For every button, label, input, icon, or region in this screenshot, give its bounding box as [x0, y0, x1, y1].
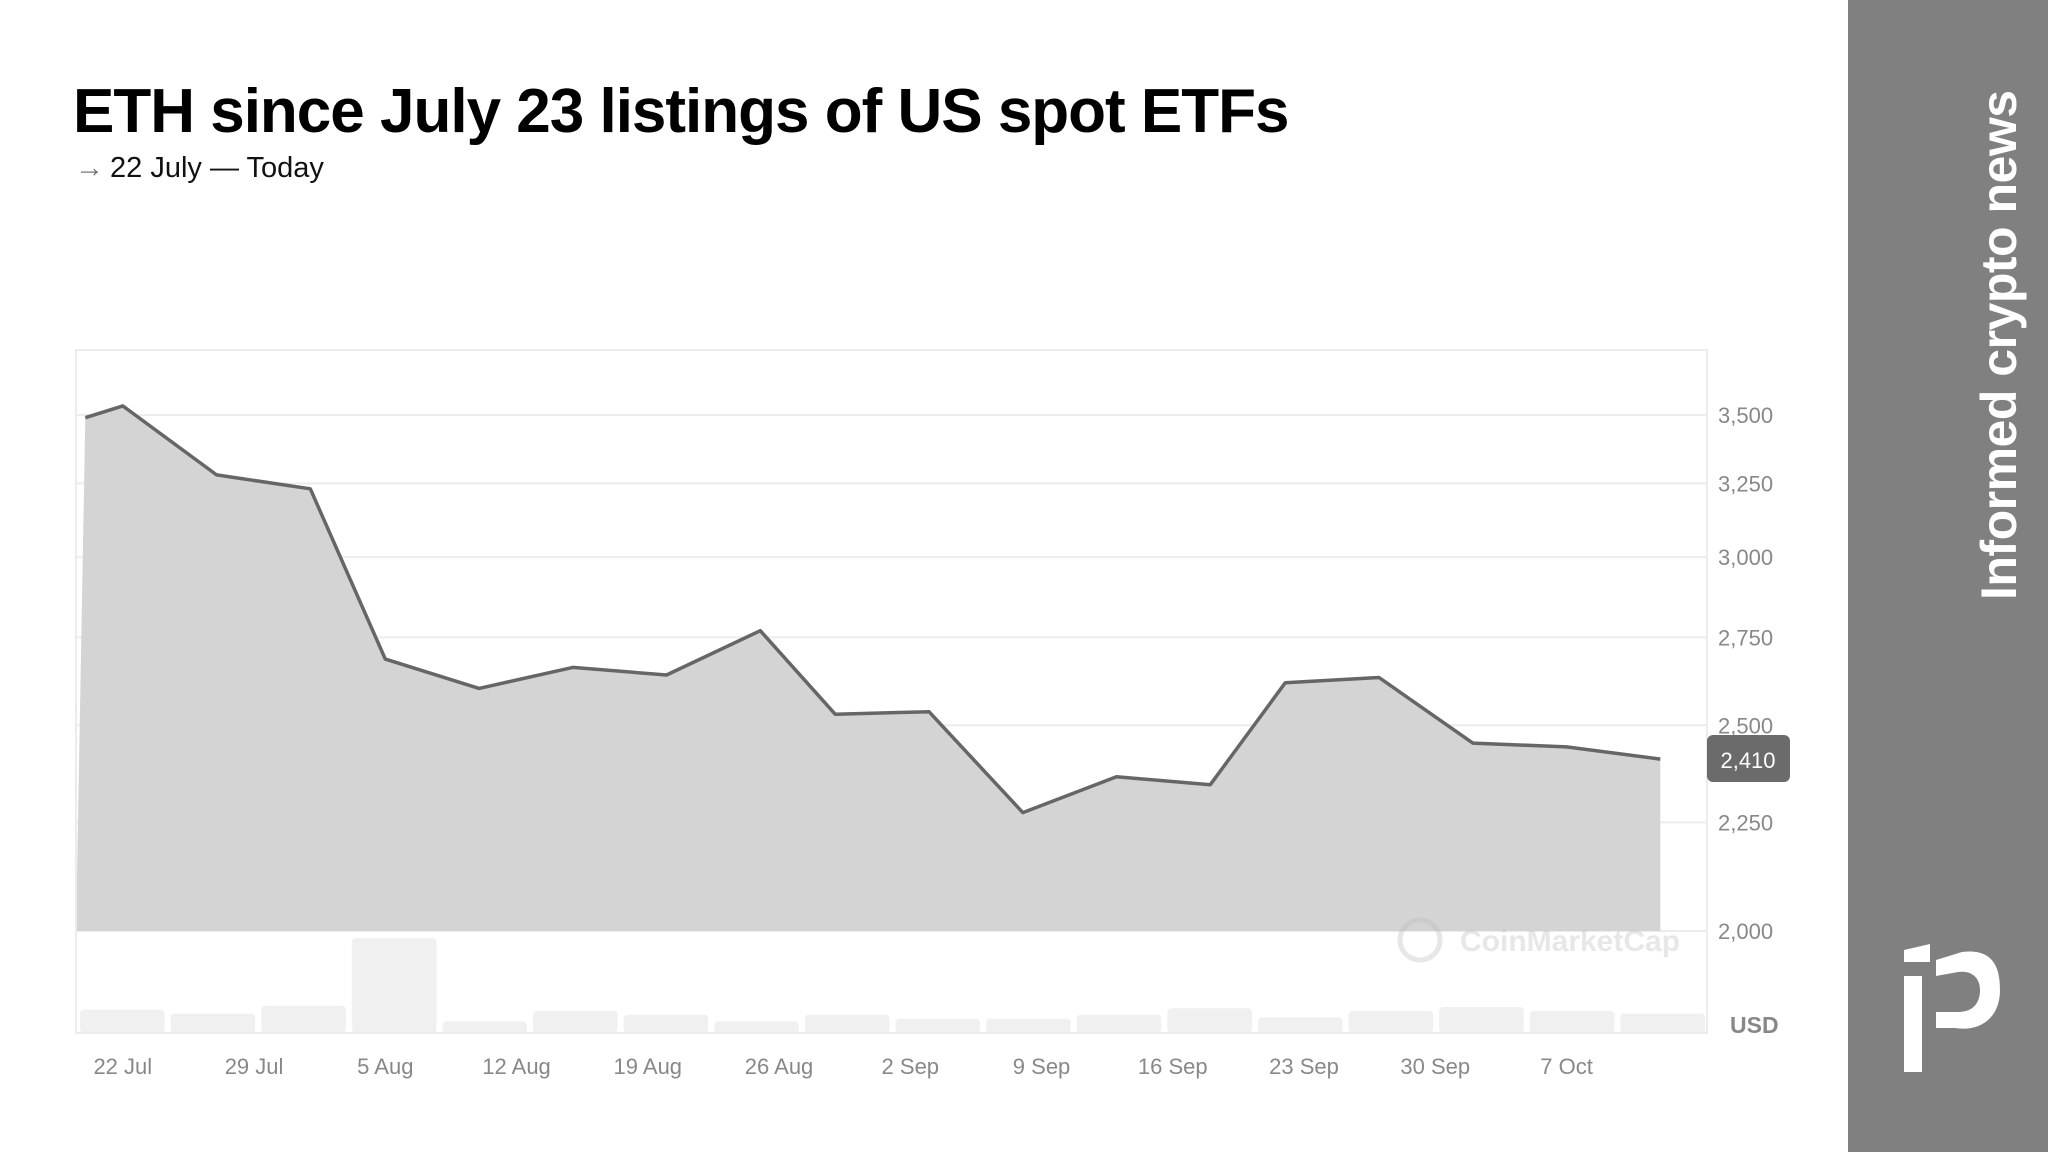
y-tick-label: 3,250 [1718, 471, 1773, 496]
y-tick-label: 2,750 [1718, 625, 1773, 650]
price-line [84, 404, 1661, 815]
y-tick-label: 2,500 [1718, 713, 1773, 738]
y-tick-label: 3,000 [1718, 545, 1773, 570]
x-tick-label: 19 Aug [614, 1054, 683, 1079]
volume-bar [442, 1021, 528, 1033]
current-price-badge: 2,410 [1707, 735, 1790, 782]
y-tick-label: 2,250 [1718, 810, 1773, 835]
x-tick-label: 7 Oct [1540, 1054, 1593, 1079]
right-arrow-icon: → [75, 152, 104, 184]
x-tick-label: 12 Aug [482, 1054, 551, 1079]
volume-bar [623, 1014, 709, 1033]
x-tick-label: 30 Sep [1400, 1054, 1470, 1079]
volume-bar [261, 1005, 346, 1033]
x-tick-label: 5 Aug [357, 1054, 413, 1079]
x-tick-label: 22 Jul [93, 1054, 152, 1079]
current-price-label: 2,410 [1720, 748, 1775, 773]
x-tick-label: 16 Sep [1138, 1054, 1208, 1079]
volume-bar [170, 1013, 256, 1033]
volume-bar [1348, 1010, 1434, 1033]
brand-logo-icon [1904, 944, 2000, 1072]
volume-bar [895, 1018, 981, 1033]
x-tick-label: 29 Jul [225, 1054, 284, 1079]
volume-bar [80, 1009, 165, 1033]
volume-bar [1257, 1017, 1343, 1033]
y-axis-ticks: 3,500 3,250 3,000 2,750 2,500 2,250 2,000 [1718, 403, 1773, 944]
volume-bar [714, 1021, 799, 1033]
tagline: Informed crypto news [1971, 90, 2027, 600]
x-axis-ticks: 22 Jul 29 Jul 5 Aug 12 Aug 19 Aug 26 Aug 2 Sep… [93, 1054, 1592, 1079]
coinmarketcap-watermark: CoinMarketCap [1397, 917, 1680, 963]
x-tick-label: 23 Sep [1269, 1054, 1339, 1079]
x-tick-label: 9 Sep [1013, 1054, 1071, 1079]
volume-bar [1529, 1010, 1615, 1033]
price-area [76, 405, 1661, 931]
y-tick-label: 3,500 [1718, 403, 1773, 428]
volume-bar [1076, 1014, 1162, 1033]
volume-bar [1167, 1008, 1252, 1033]
volume-bar [1620, 1013, 1705, 1033]
date-range: 22 July — Today [110, 152, 324, 184]
x-tick-label: 26 Aug [745, 1054, 814, 1079]
volume-bar [986, 1018, 1071, 1033]
watermark-text: CoinMarketCap [1460, 925, 1680, 958]
x-tick-label: 2 Sep [882, 1054, 940, 1079]
volume-bar [351, 938, 437, 1033]
unit-label: USD [1730, 1012, 1779, 1038]
plot-frame [75, 349, 1708, 1034]
chart-subtitle: → 22 July — Today [75, 152, 324, 185]
y-tick-label: 2,000 [1718, 919, 1773, 944]
volume-bar [533, 1010, 618, 1033]
volume-bar [1439, 1007, 1524, 1033]
volume-bar [804, 1014, 890, 1033]
chart-title: ETH since July 23 listings of US spot ET… [73, 77, 1289, 146]
volume-bars [80, 938, 1705, 1033]
